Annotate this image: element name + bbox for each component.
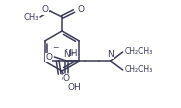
Text: NH: NH: [64, 49, 77, 58]
Text: O: O: [42, 6, 49, 14]
Text: O: O: [45, 52, 52, 61]
Text: O: O: [77, 6, 84, 14]
Text: +: +: [69, 51, 75, 56]
Text: −: −: [52, 43, 59, 52]
Text: N: N: [63, 50, 70, 59]
Text: CH₂CH₃: CH₂CH₃: [125, 48, 153, 56]
Text: CH₃: CH₃: [24, 13, 39, 21]
Text: CH₂CH₃: CH₂CH₃: [125, 65, 153, 75]
Text: O: O: [63, 74, 70, 83]
Text: N: N: [107, 50, 114, 59]
Text: OH: OH: [67, 83, 81, 92]
Text: O: O: [62, 75, 69, 84]
